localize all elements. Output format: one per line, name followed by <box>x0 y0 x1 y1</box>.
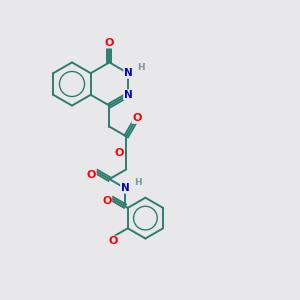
Text: H: H <box>134 178 141 187</box>
Text: O: O <box>132 113 142 123</box>
Text: N: N <box>121 183 129 193</box>
Text: O: O <box>87 169 96 180</box>
Text: O: O <box>105 38 114 48</box>
Text: O: O <box>114 148 124 158</box>
Text: O: O <box>102 196 112 206</box>
Text: H: H <box>137 63 145 72</box>
Text: N: N <box>124 68 133 78</box>
Text: O: O <box>109 236 118 246</box>
Text: N: N <box>124 90 133 100</box>
